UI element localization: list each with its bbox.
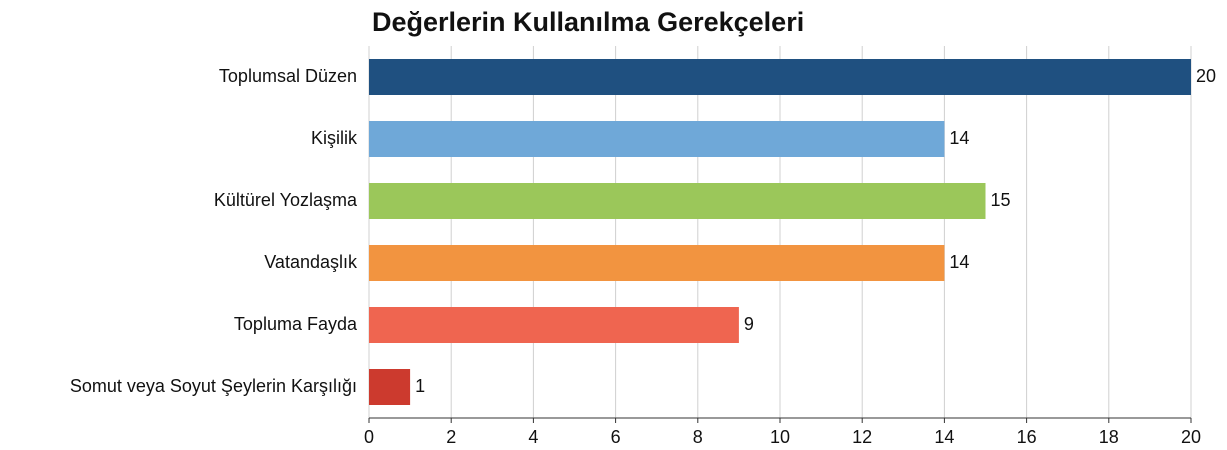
y-tick-label: Somut veya Soyut Şeylerin Karşılığı	[70, 376, 357, 396]
value-label: 15	[991, 190, 1011, 210]
y-tick-label: Topluma Fayda	[234, 314, 358, 334]
x-tick-label: 20	[1181, 427, 1201, 447]
bar	[369, 59, 1191, 95]
x-tick-label: 4	[528, 427, 538, 447]
x-tick-label: 2	[446, 427, 456, 447]
x-tick-label: 0	[364, 427, 374, 447]
value-label: 14	[949, 128, 969, 148]
y-tick-label: Toplumsal Düzen	[219, 66, 357, 86]
y-tick-label: Vatandaşlık	[264, 252, 358, 272]
bar	[369, 121, 945, 157]
x-tick-label: 6	[611, 427, 621, 447]
bar	[369, 245, 945, 281]
y-tick-label: Kişilik	[311, 128, 358, 148]
x-tick-label: 14	[934, 427, 954, 447]
x-tick-label: 10	[770, 427, 790, 447]
x-tick-label: 16	[1017, 427, 1037, 447]
x-tick-label: 18	[1099, 427, 1119, 447]
y-tick-label: Kültürel Yozlaşma	[214, 190, 358, 210]
bar	[369, 307, 739, 343]
value-label: 9	[744, 314, 754, 334]
x-tick-label: 8	[693, 427, 703, 447]
chart-title: Değerlerin Kullanılma Gerekçeleri	[372, 7, 804, 37]
value-label: 14	[949, 252, 969, 272]
bar	[369, 369, 411, 405]
x-tick-label: 12	[852, 427, 872, 447]
bar	[369, 183, 986, 219]
value-label: 20	[1196, 66, 1216, 86]
value-label: 1	[415, 376, 425, 396]
